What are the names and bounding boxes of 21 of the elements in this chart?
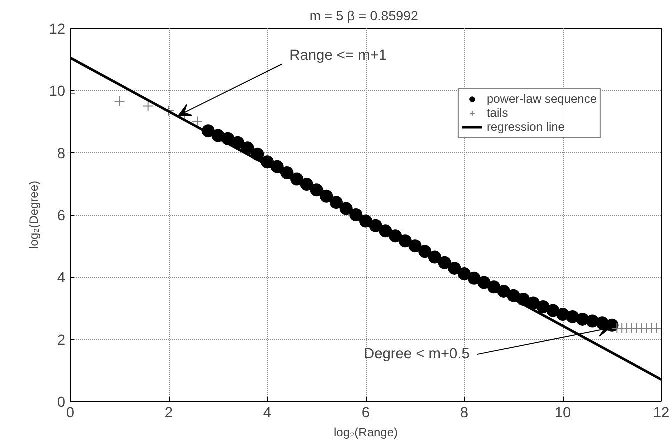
legend-label: tails bbox=[486, 106, 508, 120]
legend-label: power-law sequence bbox=[486, 92, 597, 106]
y-tick-label: 8 bbox=[57, 146, 66, 162]
x-tick-label: 4 bbox=[263, 406, 272, 422]
x-tick-label: 6 bbox=[362, 406, 370, 422]
x-tick-label: 12 bbox=[653, 406, 670, 422]
y-tick-label: 2 bbox=[57, 332, 66, 349]
x-tick-label: 10 bbox=[554, 406, 572, 422]
y-tick-label: 0 bbox=[57, 395, 66, 411]
x-axis-title: log₂(Range) bbox=[334, 426, 398, 440]
y-tick-label: 4 bbox=[57, 270, 66, 287]
y-tick-label: 12 bbox=[49, 22, 66, 38]
x-tick-label: 8 bbox=[460, 406, 469, 422]
y-axis-title: log₂(Degree) bbox=[27, 180, 42, 250]
x-tick-label: 2 bbox=[164, 406, 174, 422]
y-tick-label: 10 bbox=[49, 84, 66, 100]
annotation: Degree < m+0.5 bbox=[364, 346, 470, 363]
y-tick-label: 6 bbox=[57, 208, 66, 224]
annotation: Range <= m+1 bbox=[290, 48, 388, 64]
legend-label: regression line bbox=[486, 120, 565, 134]
chart-title: m = 5 β = 0.85992 bbox=[310, 8, 418, 24]
